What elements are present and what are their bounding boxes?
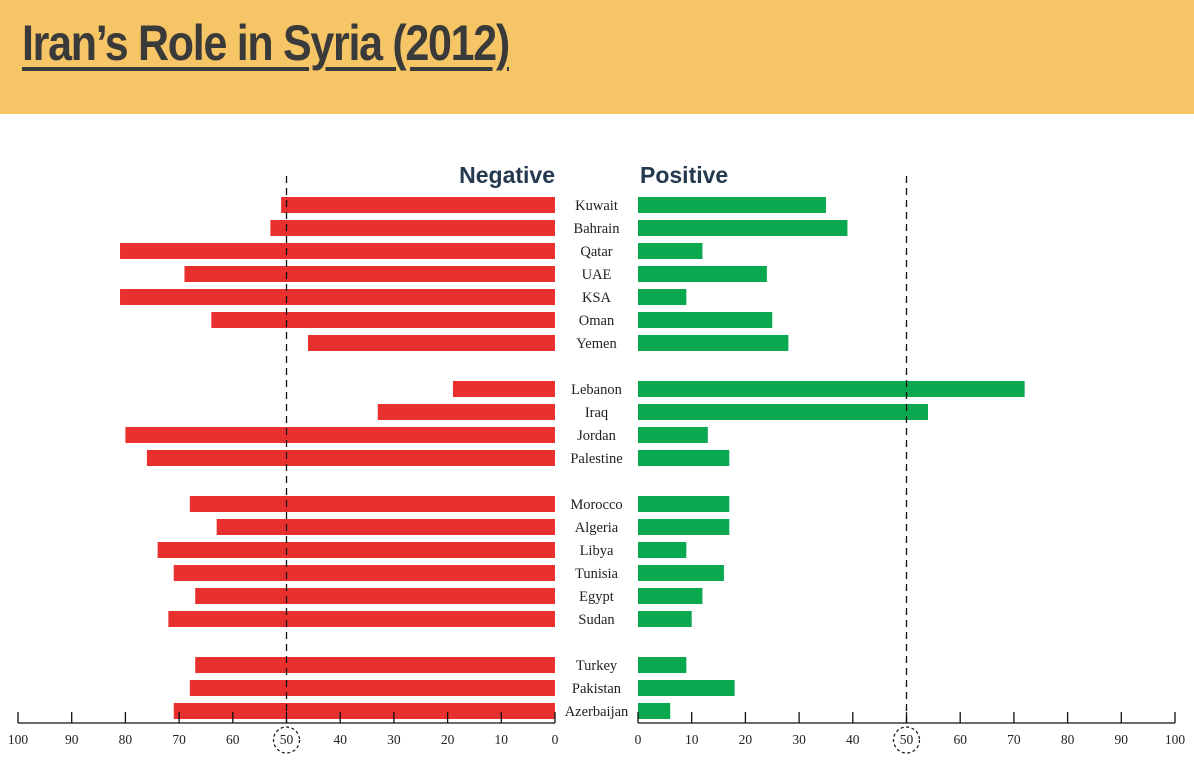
country-label-morocco: Morocco <box>570 497 622 513</box>
bar-negative-algeria <box>216 519 555 535</box>
bar-positive-morocco <box>638 496 730 512</box>
tick-label-positive-90: 90 <box>1115 732 1129 747</box>
tick-label-negative-0: 0 <box>552 732 559 747</box>
tick-label-negative-90: 90 <box>65 732 79 747</box>
bar-positive-jordan <box>638 427 708 443</box>
tick-label-positive-60: 60 <box>953 732 967 747</box>
country-label-pakistan: Pakistan <box>572 681 622 697</box>
country-label-bahrain: Bahrain <box>574 221 621 237</box>
country-label-oman: Oman <box>579 313 615 329</box>
country-label-lebanon: Lebanon <box>571 382 622 398</box>
bar-positive-pakistan <box>638 680 735 696</box>
bar-negative-kuwait <box>281 197 555 213</box>
bar-positive-lebanon <box>638 381 1025 397</box>
tick-label-negative-50: 50 <box>280 732 294 747</box>
bar-negative-morocco <box>189 496 555 512</box>
country-label-iraq: Iraq <box>585 405 608 421</box>
bar-negative-pakistan <box>189 680 555 696</box>
country-label-palestine: Palestine <box>570 451 622 467</box>
bar-positive-turkey <box>638 657 687 673</box>
tick-label-negative-80: 80 <box>119 732 133 747</box>
series-heading-positive: Positive <box>640 162 728 188</box>
bar-positive-oman <box>638 312 773 328</box>
country-label-uae: UAE <box>582 267 612 283</box>
bar-positive-libya <box>638 542 687 558</box>
bar-positive-algeria <box>638 519 730 535</box>
country-label-yemen: Yemen <box>576 336 617 352</box>
bar-negative-azerbaijan <box>173 703 556 719</box>
country-label-ksa: KSA <box>582 290 612 306</box>
bar-positive-yemen <box>638 335 789 351</box>
bar-negative-turkey <box>195 657 555 673</box>
chart-title: Iran’s Role in Syria (2012) <box>22 15 510 71</box>
country-label-azerbaijan: Azerbaijan <box>565 704 629 720</box>
country-label-sudan: Sudan <box>578 612 615 628</box>
bar-positive-palestine <box>638 450 730 466</box>
tick-label-positive-70: 70 <box>1007 732 1021 747</box>
country-label-libya: Libya <box>580 543 614 559</box>
tick-label-positive-10: 10 <box>685 732 699 747</box>
bar-negative-lebanon <box>452 381 555 397</box>
bar-positive-ksa <box>638 289 687 305</box>
title-banner: Iran’s Role in Syria (2012) <box>0 0 1194 114</box>
country-label-egypt: Egypt <box>579 589 614 605</box>
tick-label-positive-30: 30 <box>792 732 806 747</box>
bar-negative-bahrain <box>270 220 555 236</box>
bar-positive-tunisia <box>638 565 724 581</box>
bar-positive-egypt <box>638 588 703 604</box>
tick-label-positive-80: 80 <box>1061 732 1075 747</box>
tick-label-positive-0: 0 <box>635 732 642 747</box>
tick-label-negative-30: 30 <box>387 732 401 747</box>
bar-negative-uae <box>184 266 555 282</box>
tick-label-positive-50: 50 <box>900 732 914 747</box>
bar-negative-palestine <box>146 450 555 466</box>
series-heading-negative: Negative <box>459 162 555 188</box>
tick-label-negative-20: 20 <box>441 732 455 747</box>
bar-negative-tunisia <box>173 565 556 581</box>
tick-label-negative-100: 100 <box>8 732 29 747</box>
bar-negative-ksa <box>120 289 555 305</box>
tick-label-negative-10: 10 <box>495 732 509 747</box>
tick-label-positive-100: 100 <box>1165 732 1186 747</box>
tick-label-negative-70: 70 <box>172 732 186 747</box>
bar-positive-bahrain <box>638 220 848 236</box>
tick-label-positive-20: 20 <box>739 732 753 747</box>
tick-label-negative-60: 60 <box>226 732 240 747</box>
bar-positive-uae <box>638 266 767 282</box>
country-label-tunisia: Tunisia <box>575 566 619 582</box>
reference-circle-positive <box>892 726 921 754</box>
country-label-kuwait: Kuwait <box>575 198 618 214</box>
bar-positive-qatar <box>638 243 703 259</box>
bar-negative-sudan <box>168 611 556 627</box>
reference-circle-negative <box>272 726 301 754</box>
country-label-algeria: Algeria <box>575 520 619 536</box>
country-label-jordan: Jordan <box>577 428 616 444</box>
bar-negative-libya <box>157 542 555 558</box>
bar-negative-oman <box>211 312 555 328</box>
bar-negative-yemen <box>307 335 555 351</box>
bar-positive-sudan <box>638 611 692 627</box>
bar-negative-iraq <box>377 404 555 420</box>
bar-positive-kuwait <box>638 197 826 213</box>
bar-positive-azerbaijan <box>638 703 671 719</box>
country-label-turkey: Turkey <box>576 658 618 674</box>
bar-negative-qatar <box>120 243 555 259</box>
bar-negative-jordan <box>125 427 556 443</box>
tick-label-positive-40: 40 <box>846 732 860 747</box>
bar-negative-egypt <box>195 588 555 604</box>
bar-positive-iraq <box>638 404 928 420</box>
tick-label-negative-40: 40 <box>333 732 347 747</box>
country-label-qatar: Qatar <box>580 244 612 260</box>
